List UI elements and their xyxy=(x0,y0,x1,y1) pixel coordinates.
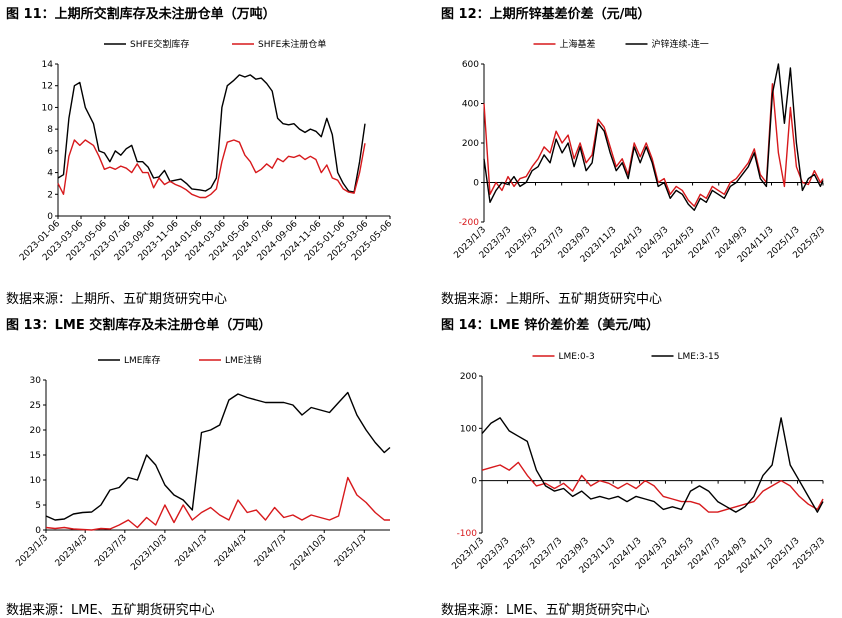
chart-title: 图 14：LME 锌价差价差（美元/吨） xyxy=(441,318,659,333)
y-tick-label: 0 xyxy=(35,526,41,536)
y-tick-label: 20 xyxy=(30,426,42,436)
legend-label: 沪锌连续-连一 xyxy=(652,38,709,50)
series-line-2 xyxy=(45,476,390,531)
series-line-2 xyxy=(483,63,824,211)
y-tick-label: 10 xyxy=(30,476,42,486)
y-tick-label: 4 xyxy=(47,169,53,179)
chart-title: 图 13：LME 交割库存及未注册仓单（万吨） xyxy=(6,318,272,333)
y-tick-label: -200 xyxy=(459,218,480,228)
chart-svg: 024681012142023-01-062023-03-062023-05-0… xyxy=(18,38,394,263)
series-line-2 xyxy=(481,417,824,513)
legend-label: LME库存 xyxy=(124,354,160,366)
y-tick-label: 0 xyxy=(473,179,479,189)
y-tick-label: 400 xyxy=(462,100,479,110)
y-tick-label: 10 xyxy=(42,103,54,113)
legend-label: SHFE交割库存 xyxy=(130,38,189,50)
y-tick-label: 15 xyxy=(30,451,41,461)
legend-label: LME:0-3 xyxy=(559,352,595,362)
series-line-2 xyxy=(57,139,366,199)
chart-title: 图 12：上期所锌基差价差（元/吨） xyxy=(441,7,651,22)
y-tick-label: 100 xyxy=(460,424,477,434)
chart-source: 数据来源：上期所、五矿期货研究中心 xyxy=(6,292,228,307)
legend-label: LME注销 xyxy=(225,354,261,366)
chart-title: 图 11：上期所交割库存及未注册仓单（万吨） xyxy=(6,7,276,22)
chart-source: 数据来源：上期所、五矿期货研究中心 xyxy=(441,292,663,307)
y-tick-label: 25 xyxy=(30,401,41,411)
legend-label: LME:3-15 xyxy=(678,352,720,362)
legend-label: 上海基差 xyxy=(560,38,596,50)
legend-label: SHFE未注册仓单 xyxy=(258,38,326,50)
y-tick-label: 8 xyxy=(47,125,53,135)
y-tick-label: 200 xyxy=(462,139,479,149)
series-line-1 xyxy=(57,74,366,193)
y-tick-label: 12 xyxy=(42,82,53,92)
chart-source: 数据来源：LME、五矿期货研究中心 xyxy=(6,603,215,618)
y-tick-label: 200 xyxy=(460,372,477,382)
y-tick-label: -100 xyxy=(457,529,478,539)
y-tick-label: 0 xyxy=(471,477,477,487)
chart-svg: -20002004006002023/1/32023/3/32023/5/320… xyxy=(452,38,827,265)
series-line-1 xyxy=(481,461,824,513)
series-line-1 xyxy=(45,391,391,521)
y-tick-label: 0 xyxy=(47,212,53,222)
chart-source: 数据来源：LME、五矿期货研究中心 xyxy=(441,603,650,618)
y-tick-label: 6 xyxy=(47,147,53,157)
y-tick-label: 2 xyxy=(47,190,53,200)
y-tick-label: 14 xyxy=(42,60,54,70)
y-tick-label: 5 xyxy=(35,501,41,511)
y-tick-label: 600 xyxy=(462,60,479,70)
y-tick-label: 30 xyxy=(30,376,42,386)
